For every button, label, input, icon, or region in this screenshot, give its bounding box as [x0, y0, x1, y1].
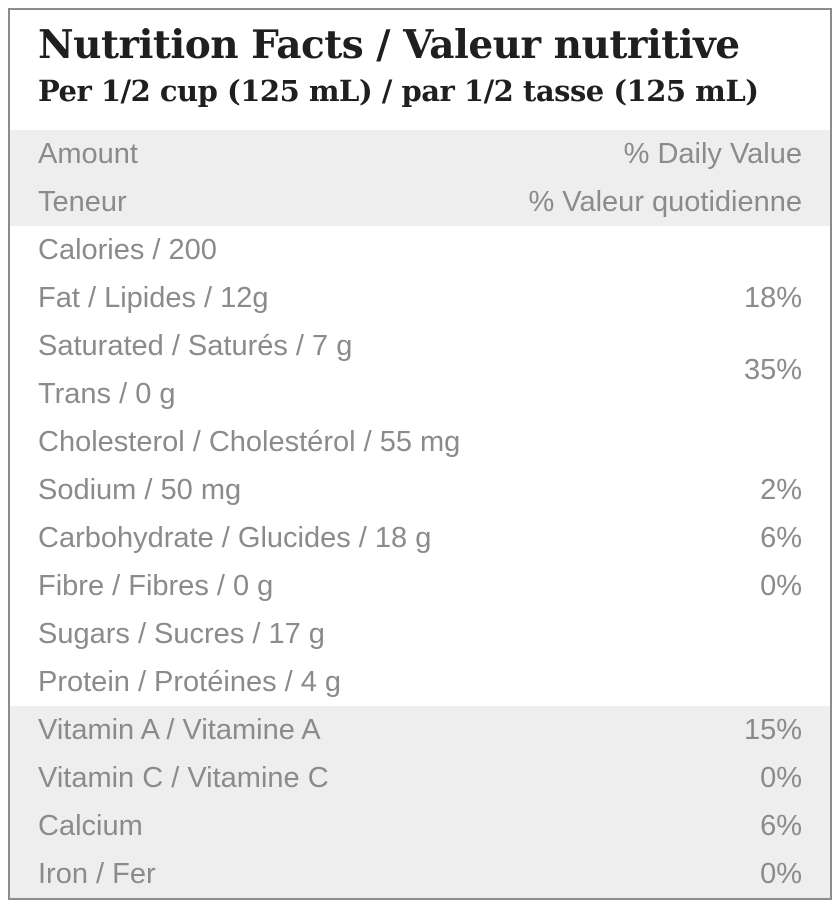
dv-value: 2% — [760, 473, 802, 506]
dv-value: 0% — [760, 761, 802, 794]
nutrient-label: Vitamin C / Vitamine C — [38, 761, 329, 794]
dv-value: 0% — [760, 857, 802, 890]
nutrient-label: Calcium — [38, 809, 143, 842]
nutrient-label: Carbohydrate / Glucides / 18 g — [38, 521, 432, 554]
dv-value: 6% — [760, 521, 802, 554]
nutrient-label: Calories / 200 — [38, 233, 217, 266]
amount-header-fr: Teneur — [38, 185, 127, 218]
daily-value-header-en: % Daily Value — [623, 137, 802, 170]
column-header-row-fr: Teneur % Valeur quotidienne — [10, 178, 830, 226]
nutrient-label: Iron / Fer — [38, 857, 156, 890]
nutrient-label: Cholesterol / Cholestérol / 55 mg — [38, 425, 461, 458]
nutrient-label: Vitamin A / Vitamine A — [38, 713, 321, 746]
nutrient-label: Fat / Lipides / 12g — [38, 281, 269, 314]
label-header: Nutrition Facts / Valeur nutritive Per 1… — [10, 10, 830, 130]
nutrient-row-sugars: Sugars / Sucres / 17 g — [10, 610, 830, 658]
serving-size: Per 1/2 cup (125 mL) / par 1/2 tasse (12… — [38, 74, 759, 109]
nutrient-row-carbohydrate: Carbohydrate / Glucides / 18 g 6% — [10, 514, 830, 562]
dv-value: 0% — [760, 569, 802, 602]
column-header-row-en: Amount % Daily Value — [10, 130, 830, 178]
label-title: Nutrition Facts / Valeur nutritive — [38, 22, 740, 68]
nutrient-row-protein: Protein / Protéines / 4 g — [10, 658, 830, 706]
nutrient-row-calcium: Calcium 6% — [10, 802, 830, 850]
nutrient-row-cholesterol: Cholesterol / Cholestérol / 55 mg — [10, 418, 830, 466]
nutrient-label-trans: Trans / 0 g — [38, 377, 176, 410]
nutrition-facts-label: Nutrition Facts / Valeur nutritive Per 1… — [8, 8, 832, 900]
column-header-band: Amount % Daily Value Teneur % Valeur quo… — [10, 130, 830, 226]
nutrient-label: Fibre / Fibres / 0 g — [38, 569, 274, 602]
nutrient-row-fat: Fat / Lipides / 12g 18% — [10, 274, 830, 322]
micronutrient-section: Vitamin A / Vitamine A 15% Vitamin C / V… — [10, 706, 830, 898]
amount-header-en: Amount — [38, 137, 138, 170]
nutrient-row-vitamin-c: Vitamin C / Vitamine C 0% — [10, 754, 830, 802]
nutrient-section: Calories / 200 Fat / Lipides / 12g 18% S… — [10, 226, 830, 706]
dv-value: 15% — [743, 713, 802, 746]
dv-value: 6% — [760, 809, 802, 842]
daily-value-header-fr: % Valeur quotidienne — [528, 185, 802, 218]
nutrient-row-iron: Iron / Fer 0% — [10, 850, 830, 898]
dv-value-saturated-trans: 35% — [743, 353, 802, 386]
nutrient-row-sodium: Sodium / 50 mg 2% — [10, 466, 830, 514]
nutrient-label-saturated: Saturated / Saturés / 7 g — [38, 329, 353, 362]
nutrient-label: Protein / Protéines / 4 g — [38, 665, 342, 698]
nutrient-row-fibre: Fibre / Fibres / 0 g 0% — [10, 562, 830, 610]
nutrient-label: Sodium / 50 mg — [38, 473, 242, 506]
nutrient-row-vitamin-a: Vitamin A / Vitamine A 15% — [10, 706, 830, 754]
nutrient-rowgroup-saturated-trans: Saturated / Saturés / 7 g Trans / 0 g 35… — [10, 322, 830, 418]
nutrient-row-calories: Calories / 200 — [10, 226, 830, 274]
dv-value: 18% — [743, 281, 802, 314]
nutrient-label: Sugars / Sucres / 17 g — [38, 617, 325, 650]
